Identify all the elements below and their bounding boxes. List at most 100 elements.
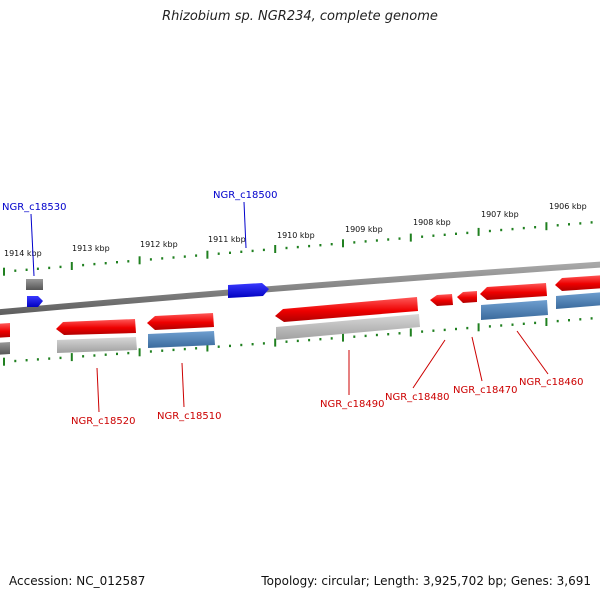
genome-backbone [0,261,600,316]
minor-tick [82,263,85,267]
major-tick [342,333,344,342]
gene-block-dark[interactable] [26,279,43,290]
gene-bar-grey[interactable] [57,337,137,353]
leader-line [471,336,483,382]
minor-tick [195,347,198,350]
minor-tick [116,352,118,356]
major-tick [477,323,480,332]
minor-tick [48,357,51,360]
minor-tick [229,344,231,348]
minor-tick [330,337,333,340]
kbp-label: 1913 kbp [72,244,110,253]
minor-tick [466,231,469,235]
cds-arrow[interactable] [147,313,214,330]
minor-tick [568,223,570,226]
kbp-label: 1912 kbp [140,240,178,249]
minor-tick [364,334,367,338]
gene-bars [0,292,600,355]
minor-tick [161,349,164,352]
gene-bar-grey[interactable] [276,314,420,340]
minor-tick [387,238,390,241]
gene-bar-dark[interactable] [0,342,10,355]
cds-arrow[interactable] [56,319,136,335]
minor-tick [579,318,582,321]
minor-tick [534,226,537,229]
gene-label-NGR_c18530[interactable]: NGR_c18530 [2,202,67,213]
kbp-label: 1909 kbp [345,225,383,234]
minor-tick [59,265,62,269]
minor-tick [127,260,130,263]
gene-bar-steel[interactable] [148,331,215,348]
minor-tick [590,221,593,224]
leader-line [243,201,247,249]
minor-tick [455,232,457,235]
minor-tick [217,345,220,348]
gene-label-NGR_c18520[interactable]: NGR_c18520 [71,416,136,427]
kbp-label: 1914 kbp [4,249,42,258]
rna-arrow[interactable] [27,296,43,307]
minor-tick [522,226,525,230]
minor-tick [14,359,17,363]
minor-tick [149,350,152,353]
minor-tick [534,321,537,325]
cds-arrow[interactable] [430,294,453,306]
minor-tick [466,326,469,330]
leader-line [181,362,185,408]
minor-tick [432,329,435,332]
minor-tick [488,229,491,233]
minor-tick [443,328,446,332]
major-tick [545,222,548,231]
minor-tick [500,324,503,327]
gene-label-NGR_c18500[interactable]: NGR_c18500 [213,190,278,201]
minor-tick [398,332,401,335]
minor-tick [421,330,424,333]
leader-line [516,330,549,375]
gene-label-NGR_c18470[interactable]: NGR_c18470 [453,385,518,396]
minor-tick [353,241,356,244]
minor-tick [556,319,559,323]
gene-label-NGR_c18490[interactable]: NGR_c18490 [320,399,385,410]
minor-tick [161,257,164,260]
major-tick [274,245,277,253]
inner-tick-ring [3,317,593,366]
minor-tick [240,343,243,347]
gene-label-NGR_c18460[interactable]: NGR_c18460 [519,377,584,388]
minor-tick [296,339,299,343]
minor-tick [455,327,457,331]
major-tick [409,233,412,242]
kbp-label: 1910 kbp [277,231,315,240]
major-tick [477,227,480,236]
major-tick [138,256,141,265]
minor-tick [387,333,390,336]
cds-arrow[interactable] [275,297,418,322]
major-tick [70,262,73,270]
minor-tick [375,333,378,337]
outer-tick-ring [3,221,593,276]
minor-tick [398,237,401,240]
major-tick [206,250,209,259]
minor-tick [511,323,514,326]
major-tick [274,338,277,347]
minor-tick [36,358,39,361]
cds-arrow[interactable] [480,283,547,300]
gene-bar-steel[interactable] [556,292,600,309]
label-leader-lines [30,201,549,413]
gene-bar-steel[interactable] [481,300,548,320]
minor-tick [229,251,231,254]
gene-label-NGR_c18510[interactable]: NGR_c18510 [157,411,222,422]
cds-arrow[interactable] [0,323,10,338]
major-tick [409,328,412,337]
minor-tick [511,227,514,231]
minor-tick [93,262,96,266]
kbp-label: 1911 kbp [208,235,246,244]
rna-arrow[interactable] [228,283,269,298]
cds-arrow[interactable] [555,275,600,291]
gene-label-NGR_c18480[interactable]: NGR_c18480 [385,392,450,403]
minor-tick [104,353,107,356]
cds-arrow[interactable] [457,291,477,303]
minor-tick [172,348,175,352]
minor-tick [217,252,220,255]
leader-line [412,339,446,389]
minor-tick [432,234,435,237]
